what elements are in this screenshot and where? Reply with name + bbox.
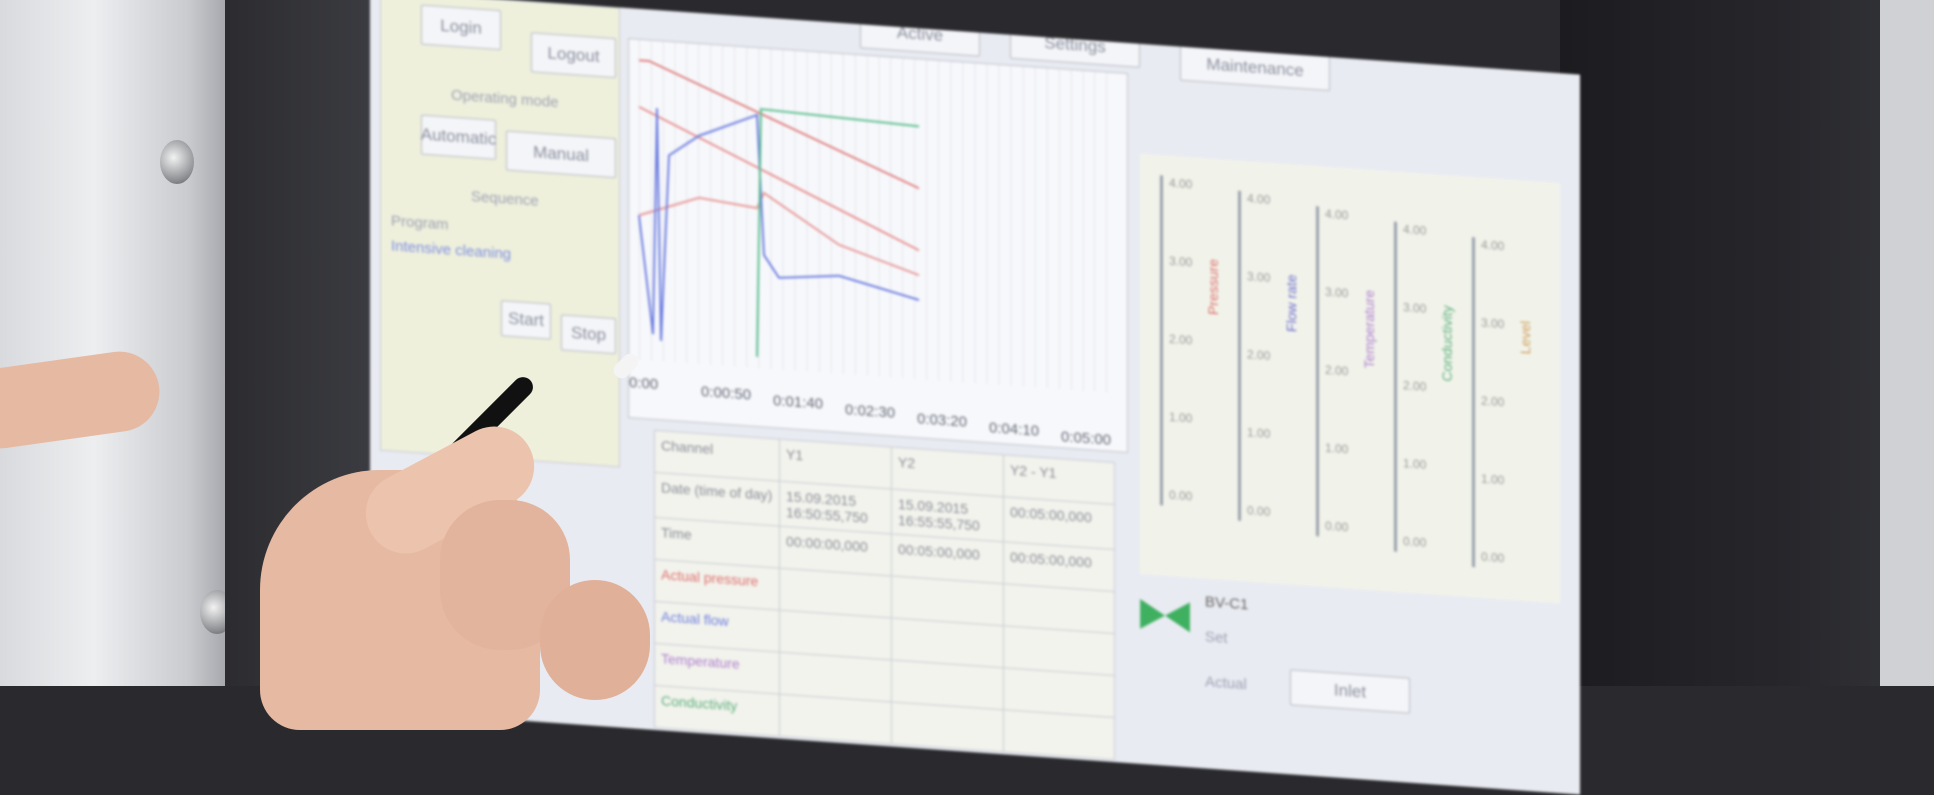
series-line-1 — [638, 105, 920, 252]
series-line-4 — [756, 108, 920, 357]
gauge-panel: 4.00 3.00 2.00 1.00 0.00 Pressure 4.00 3.00 2.00… — [1140, 153, 1560, 604]
login-button[interactable]: Login — [421, 4, 501, 51]
hmi-screen: Login Logout Operating mode Automatic Ma… — [370, 0, 1580, 795]
settings-button[interactable]: Settings — [1010, 22, 1140, 68]
stop-button[interactable]: Stop — [561, 314, 616, 355]
valve-actual-label: Actual — [1205, 673, 1247, 694]
gauge-scale: 4.00 3.00 2.00 1.00 0.00 Flow rate — [1238, 190, 1299, 523]
x-tick-label: 0:05:00 — [1061, 428, 1112, 449]
valve-icon — [1140, 598, 1190, 633]
gauge-tick: 3.00 — [1481, 315, 1505, 332]
gauge-tick: 4.00 — [1403, 222, 1427, 238]
x-tick-label: 0:01:40 — [773, 392, 824, 413]
program-value: Intensive cleaning — [391, 237, 512, 263]
gauge-scale: 4.00 3.00 2.00 1.00 0.00 Temperature — [1316, 206, 1377, 539]
gauge-tick: 0.00 — [1169, 487, 1193, 504]
gauge-tick: 4.00 — [1481, 237, 1505, 254]
x-tick-label: 0:03:20 — [917, 410, 968, 431]
gauge-scale: 4.00 3.00 2.00 1.00 0.00 Conductivity — [1394, 221, 1455, 554]
gauge-tick: 1.00 — [1247, 425, 1271, 441]
trend-plot — [638, 39, 1108, 393]
active-button[interactable]: Active — [860, 12, 980, 57]
gauge-tick: 3.00 — [1325, 284, 1349, 301]
x-tick-label: 0:00:50 — [701, 383, 752, 404]
mode-manual-button[interactable]: Manual — [506, 130, 616, 179]
enclosure-frame — [0, 0, 235, 686]
gauge-tick: 0.00 — [1481, 549, 1505, 566]
gauge-scale: 4.00 3.00 2.00 1.00 0.00 Pressure — [1160, 175, 1221, 508]
gauge-tick: 3.00 — [1247, 269, 1271, 285]
gauge-tick: 0.00 — [1325, 518, 1349, 535]
gauge-label: Pressure — [1205, 258, 1221, 316]
gauge-tick: 2.00 — [1481, 393, 1505, 410]
valve-set-label: Set — [1205, 628, 1228, 647]
sequence-title: Sequence — [471, 188, 539, 210]
gauge-tick: 4.00 — [1169, 175, 1193, 192]
gauge-tick: 0.00 — [1403, 534, 1427, 550]
mode-auto-button[interactable]: Automatic — [421, 114, 496, 160]
gauge-tick: 4.00 — [1247, 191, 1271, 207]
cell: 00:05:00,000 — [1003, 496, 1115, 550]
enclosure-frame-right — [1880, 0, 1934, 686]
gauge-label: Temperature — [1361, 289, 1377, 370]
gauge-scale: 4.00 3.00 2.00 1.00 0.00 Level — [1472, 237, 1533, 570]
cursor-table: Channel Y1 Y2 Y2 - Y1 Date (time of day)… — [654, 430, 1115, 760]
gauge-tick: 2.00 — [1403, 378, 1427, 394]
gauge-tick: 0.00 — [1247, 503, 1271, 519]
logout-button[interactable]: Logout — [531, 32, 616, 79]
gauge-tick: 2.00 — [1169, 331, 1193, 348]
start-button[interactable]: Start — [501, 300, 551, 340]
gauge-tick: 2.00 — [1247, 347, 1271, 363]
valve-value[interactable]: Inlet — [1290, 669, 1410, 714]
series-line-0 — [639, 59, 920, 190]
operating-mode-title: Operating mode — [451, 86, 559, 112]
gauge-label: Level — [1517, 320, 1533, 355]
maintenance-button[interactable]: Maintenance — [1180, 44, 1330, 92]
gauge-tick: 1.00 — [1481, 471, 1505, 488]
gauge-tick: 3.00 — [1403, 300, 1427, 316]
x-tick-label: 0:04:10 — [989, 419, 1040, 440]
gauge-tick: 3.00 — [1169, 253, 1193, 270]
series-line-3 — [638, 107, 920, 341]
monitor-bezel-right — [1560, 0, 1934, 686]
gauge-tick: 1.00 — [1169, 409, 1193, 426]
gauge-label: Flow rate — [1283, 273, 1299, 333]
x-tick-label: 0:00 — [629, 374, 659, 394]
x-tick-label: 0:02:30 — [845, 401, 896, 422]
cell: 15.09.2015 16:50:55,750 — [779, 481, 892, 534]
program-label: Program — [391, 212, 449, 234]
finger — [540, 580, 650, 700]
gauge-tick: 2.00 — [1325, 362, 1349, 379]
channel-name: Conductivity — [654, 685, 780, 737]
gauge-tick: 4.00 — [1325, 206, 1349, 223]
trend-chart[interactable]: 0:00 0:00:50 0:01:40 0:02:30 0:03:20 0:04:10 0… — [628, 38, 1128, 454]
screw-icon — [160, 140, 194, 184]
gauge-tick: 1.00 — [1325, 440, 1349, 457]
gauge-label: Conductivity — [1439, 304, 1455, 383]
cell: 15.09.2015 16:55:55,750 — [891, 488, 1004, 542]
gauge-tick: 1.00 — [1403, 456, 1427, 472]
valve-id: BV-C1 — [1205, 593, 1249, 614]
